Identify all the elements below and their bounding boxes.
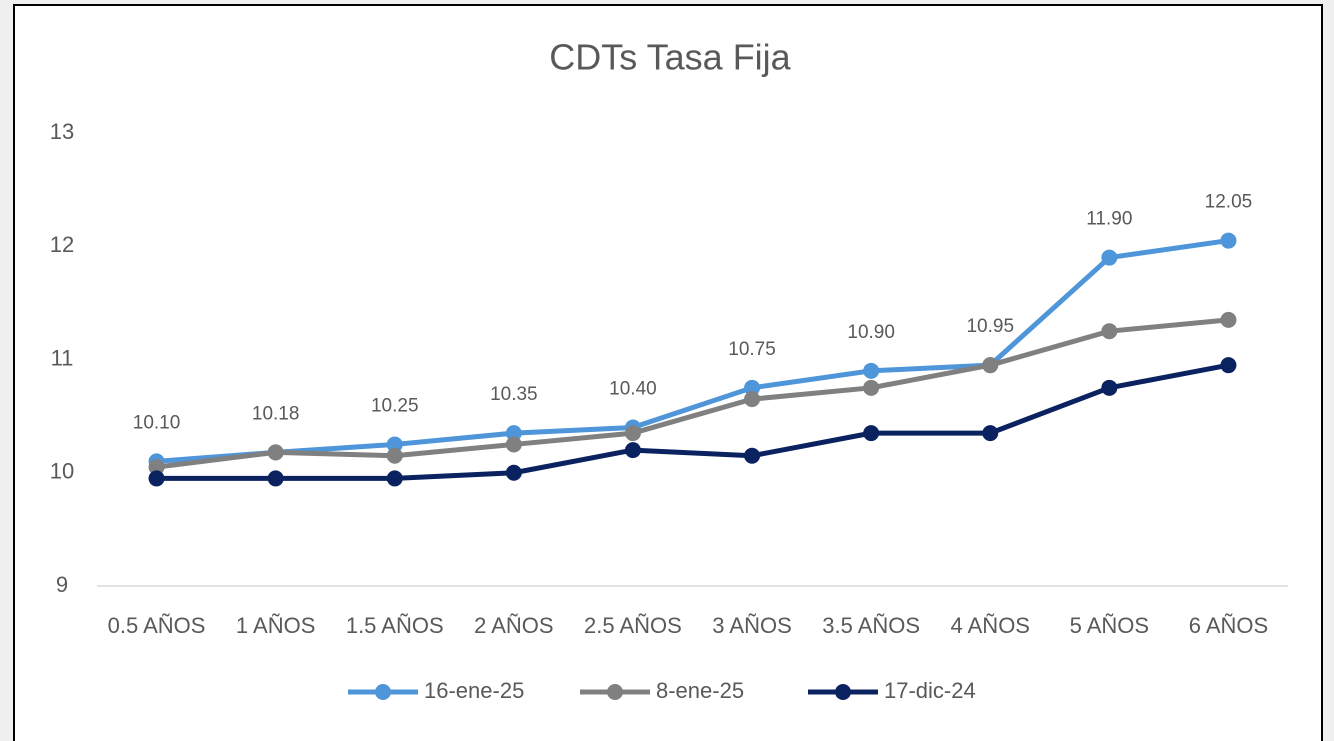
x-tick-label: 6 AÑOS (1189, 613, 1268, 638)
x-tick-label: 3 AÑOS (712, 613, 791, 638)
data-label: 10.25 (371, 395, 419, 416)
point-marker (505, 464, 522, 481)
x-tick-label: 3.5 AÑOS (822, 613, 920, 638)
legend-label: 8-ene-25 (656, 678, 744, 703)
data-label: 10.35 (490, 384, 538, 405)
x-tick-label: 2 AÑOS (474, 613, 553, 638)
y-tick-label: 10 (50, 459, 74, 484)
x-tick-label: 4 AÑOS (951, 613, 1030, 638)
point-marker (863, 425, 880, 442)
x-tick-label: 2.5 AÑOS (584, 613, 682, 638)
point-marker (1101, 379, 1118, 396)
point-marker (148, 470, 165, 487)
point-marker (267, 444, 284, 461)
chart-title: CDTs Tasa Fija (549, 37, 791, 78)
y-tick-label: 11 (51, 345, 74, 370)
data-label: 10.75 (728, 339, 776, 360)
point-marker (386, 470, 403, 487)
data-label: 10.18 (252, 403, 300, 424)
point-marker (744, 379, 761, 396)
data-label: 12.05 (1205, 192, 1253, 213)
series-line (156, 362, 1229, 481)
point-marker (505, 425, 522, 442)
point-marker (505, 436, 522, 453)
series-line (156, 238, 1229, 464)
data-label: 10.40 (609, 378, 657, 399)
point-marker (1220, 357, 1237, 374)
point-marker (982, 425, 999, 442)
x-tick-label: 0.5 AÑOS (108, 613, 206, 638)
y-tick-label: 13 (50, 119, 74, 144)
chart-area (13, 4, 1323, 741)
point-marker (267, 470, 284, 487)
point-marker (1101, 249, 1118, 266)
legend-marker (375, 684, 391, 700)
point-marker (863, 379, 880, 396)
y-tick-label: 9 (56, 572, 68, 597)
point-marker (744, 447, 761, 464)
point-marker (1220, 232, 1237, 249)
point-marker (982, 357, 999, 374)
legend-marker (835, 684, 851, 700)
legend-marker (607, 684, 623, 700)
point-marker (148, 459, 165, 476)
point-marker (1220, 311, 1237, 328)
point-marker (624, 425, 641, 442)
point-marker (386, 447, 403, 464)
data-label: 10.10 (133, 412, 181, 433)
data-label: 10.90 (847, 322, 895, 343)
x-tick-label: 1 AÑOS (236, 613, 315, 638)
x-tick-label: 5 AÑOS (1070, 613, 1149, 638)
x-tick-label: 1.5 AÑOS (346, 613, 444, 638)
point-marker (863, 362, 880, 379)
point-marker (624, 442, 641, 459)
point-marker (1101, 323, 1118, 340)
y-tick-label: 12 (50, 232, 74, 257)
point-marker (744, 391, 761, 408)
data-label: 10.95 (966, 316, 1014, 337)
point-marker (386, 436, 403, 453)
legend-label: 17-dic-24 (884, 678, 976, 703)
legend-label: 16-ene-25 (424, 678, 524, 703)
data-label: 11.90 (1086, 209, 1132, 230)
series-line (156, 317, 1229, 470)
